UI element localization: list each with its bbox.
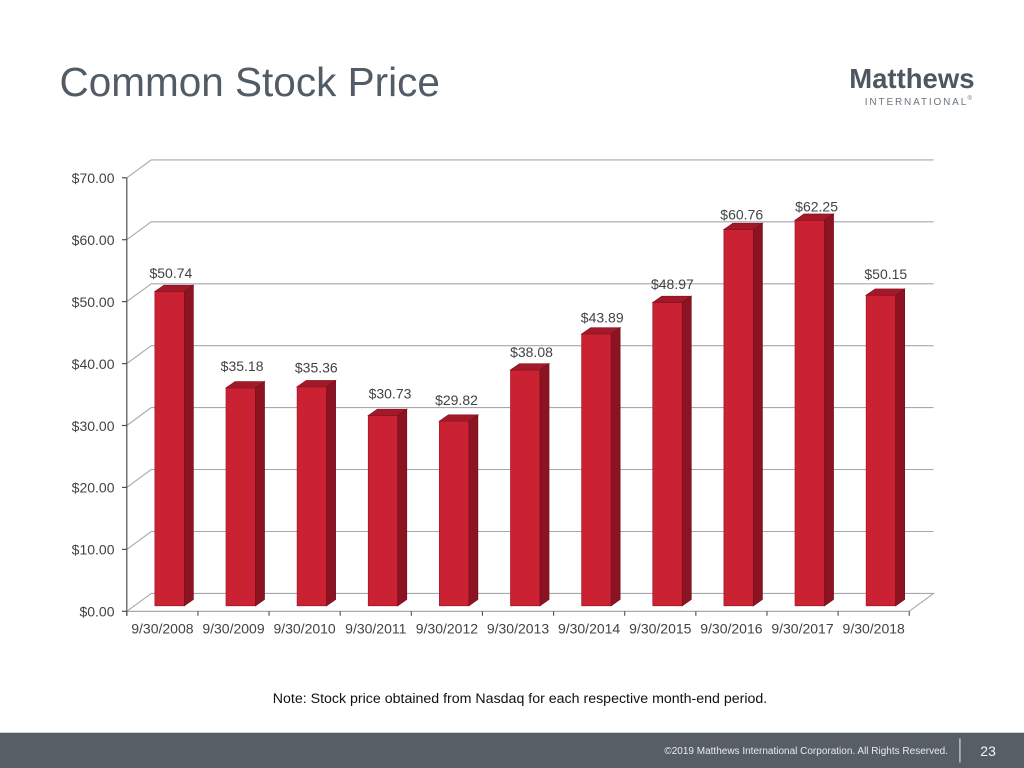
svg-text:$40.00: $40.00 bbox=[72, 356, 115, 372]
svg-text:$70.00: $70.00 bbox=[72, 170, 115, 186]
svg-text:$50.00: $50.00 bbox=[72, 294, 115, 310]
svg-text:$50.74: $50.74 bbox=[149, 265, 192, 281]
svg-text:Matthews: Matthews bbox=[849, 63, 974, 94]
svg-text:9/30/2012: 9/30/2012 bbox=[416, 621, 478, 637]
svg-text:$30.00: $30.00 bbox=[72, 418, 115, 434]
svg-text:9/30/2017: 9/30/2017 bbox=[771, 621, 833, 637]
svg-text:9/30/2014: 9/30/2014 bbox=[558, 621, 620, 637]
svg-text:$20.00: $20.00 bbox=[72, 480, 115, 496]
svg-text:®: ® bbox=[968, 95, 973, 102]
svg-text:$38.08: $38.08 bbox=[510, 344, 553, 360]
svg-text:$48.97: $48.97 bbox=[651, 276, 694, 292]
svg-text:9/30/2016: 9/30/2016 bbox=[700, 621, 762, 637]
svg-text:9/30/2018: 9/30/2018 bbox=[843, 621, 905, 637]
svg-text:23: 23 bbox=[980, 743, 996, 759]
svg-text:$10.00: $10.00 bbox=[72, 542, 115, 558]
svg-text:$60.76: $60.76 bbox=[720, 206, 763, 222]
svg-text:$35.36: $35.36 bbox=[295, 360, 338, 376]
svg-text:$30.73: $30.73 bbox=[369, 386, 412, 402]
svg-text:$62.25: $62.25 bbox=[795, 199, 838, 215]
svg-text:INTERNATIONAL: INTERNATIONAL bbox=[865, 97, 968, 108]
svg-text:$43.89: $43.89 bbox=[581, 309, 624, 325]
svg-text:9/30/2015: 9/30/2015 bbox=[629, 621, 691, 637]
svg-text:Common Stock Price: Common Stock Price bbox=[60, 59, 440, 105]
svg-text:9/30/2009: 9/30/2009 bbox=[202, 621, 264, 637]
svg-text:Note: Stock price obtained fro: Note: Stock price obtained from Nasdaq f… bbox=[273, 691, 767, 707]
svg-text:$29.82: $29.82 bbox=[435, 392, 478, 408]
svg-text:9/30/2011: 9/30/2011 bbox=[345, 621, 406, 637]
svg-text:9/30/2008: 9/30/2008 bbox=[131, 621, 193, 637]
svg-text:©2019 Matthews International C: ©2019 Matthews International Corporation… bbox=[664, 746, 948, 757]
svg-text:9/30/2013: 9/30/2013 bbox=[487, 621, 549, 637]
svg-text:$35.18: $35.18 bbox=[221, 358, 264, 374]
svg-text:$60.00: $60.00 bbox=[72, 232, 115, 248]
svg-text:9/30/2010: 9/30/2010 bbox=[273, 621, 335, 637]
svg-text:$0.00: $0.00 bbox=[79, 604, 114, 620]
svg-text:$50.15: $50.15 bbox=[864, 266, 907, 282]
